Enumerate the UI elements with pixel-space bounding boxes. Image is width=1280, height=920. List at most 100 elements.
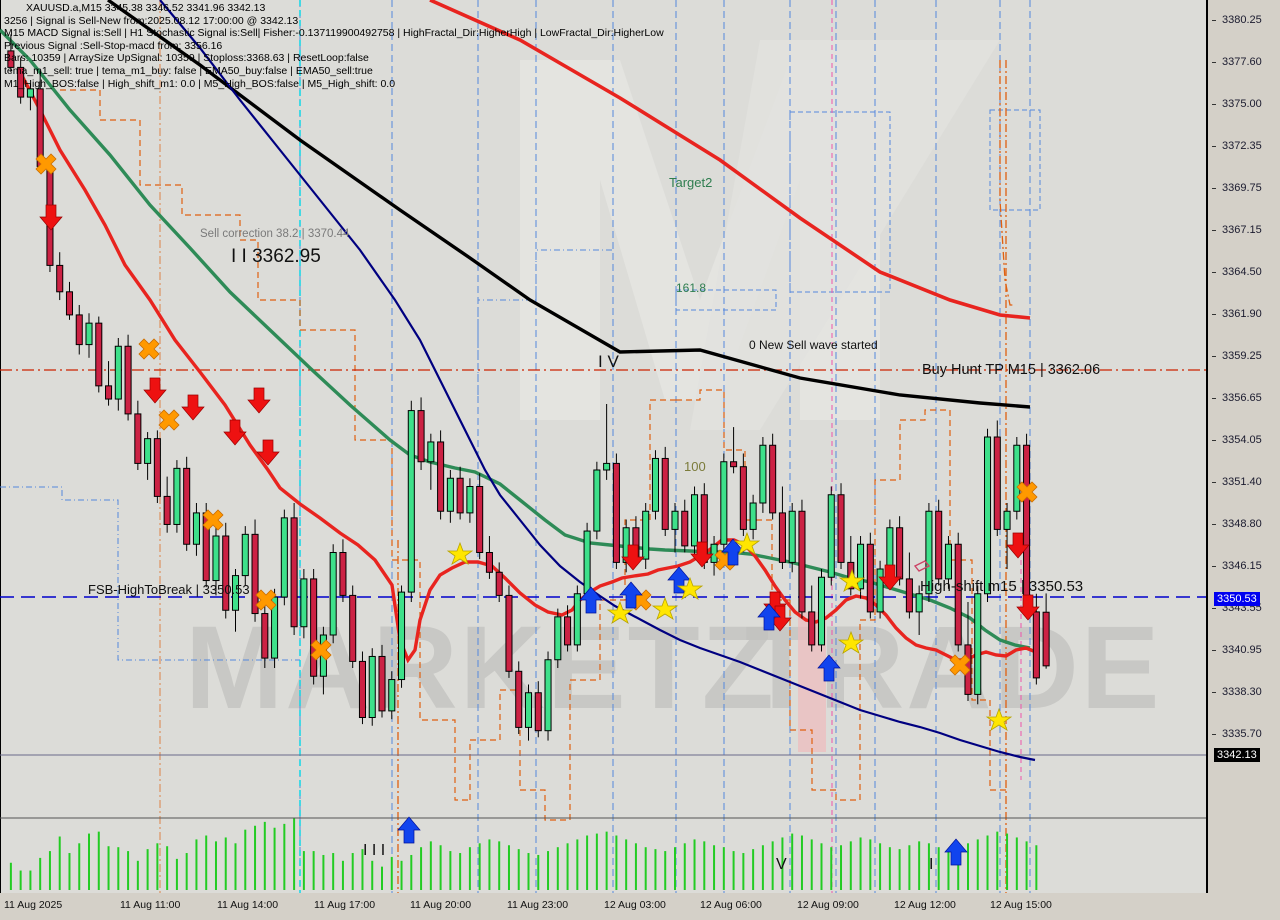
- star-icon: [733, 531, 761, 555]
- time-axis[interactable]: 11 Aug 2025 11 Aug 11:00 11 Aug 14:00 11 Au…: [0, 893, 1280, 920]
- candlestick: [993, 420, 1001, 536]
- arrow-up-icon-group: [397, 538, 968, 866]
- candlestick: [944, 536, 952, 589]
- candlestick: [271, 588, 279, 668]
- candlestick: [329, 544, 337, 644]
- header-line-4: Bars: 10359 | ArraySize UpSignal: 10359 …: [4, 52, 369, 65]
- time-label: 11 Aug 17:00: [314, 899, 376, 911]
- candlestick: [144, 432, 152, 480]
- new-sell-wave-label: 0 New Sell wave started: [749, 338, 878, 352]
- arrow-up-icon: [944, 838, 968, 866]
- arrow-down-icon: [39, 204, 63, 231]
- candlestick: [114, 338, 122, 411]
- header-line-0: XAUUSD.a,M15 3345.38 3346.52 3341.96 334…: [26, 2, 266, 14]
- trend-line-black: [107, 0, 1031, 409]
- candlestick: [788, 503, 796, 573]
- star-icon: [651, 596, 679, 620]
- candlestick: [612, 453, 620, 569]
- candlestick: [280, 509, 288, 606]
- candlestick: [651, 450, 659, 520]
- buy-hunt-tp-label: Buy Hunt TP M15 | 3362.06: [922, 362, 1101, 378]
- candlestick: [476, 473, 484, 560]
- candlestick: [739, 453, 747, 536]
- candlestick: [808, 585, 816, 652]
- price-tick: [1212, 734, 1216, 735]
- candlestick: [1003, 503, 1011, 569]
- candlestick: [691, 486, 699, 556]
- candlestick: [17, 57, 25, 104]
- candlestick: [935, 499, 943, 586]
- ma-blue: [159, 0, 1036, 762]
- arrow-down-icon: [690, 541, 714, 568]
- candlestick: [446, 470, 454, 523]
- star-icon-group: [446, 531, 1013, 731]
- cross-icon: [158, 409, 180, 431]
- time-label: 12 Aug 12:00: [894, 899, 956, 911]
- candlestick: [407, 400, 415, 602]
- time-label: 12 Aug 06:00: [700, 899, 762, 911]
- price-levels-layer: [0, 369, 1206, 819]
- candlestick: [866, 532, 874, 619]
- price-label: 3346.15: [1222, 560, 1262, 572]
- header-line-6: M1_High_BOS:false | High_shift_m1: 0.0 |…: [4, 77, 396, 90]
- price-label: 3351.40: [1222, 476, 1262, 488]
- candlestick: [671, 503, 679, 553]
- price-axis[interactable]: 3380.25 3377.60 3375.00 3372.35 3369.75 3367.…: [1208, 0, 1280, 893]
- candlestick: [358, 651, 366, 725]
- cross-icon: [35, 153, 57, 175]
- fib-100-label: 100: [684, 459, 706, 474]
- candlestick: [105, 361, 113, 406]
- arrow-up-icon: [579, 586, 603, 614]
- candlestick: [749, 494, 757, 540]
- last-price-label: 3342.13: [1214, 748, 1260, 762]
- arrow-up-icon: [397, 816, 421, 844]
- wave-v-label: V: [776, 856, 787, 873]
- candlestick: [681, 499, 689, 553]
- candlestick: [642, 503, 650, 569]
- arrow-down-icon: [621, 544, 645, 571]
- price-label: 3356.65: [1222, 392, 1262, 404]
- candlestick: [134, 400, 142, 470]
- plot-left-border: [0, 0, 1, 893]
- price-label: 3348.80: [1222, 518, 1262, 530]
- time-label: 11 Aug 14:00: [217, 899, 279, 911]
- candlestick: [495, 562, 503, 602]
- price-label: 3380.25: [1222, 14, 1262, 26]
- candlestick: [593, 461, 601, 540]
- price-tick: [1212, 566, 1216, 567]
- candlestick: [26, 83, 34, 111]
- candlestick: [778, 486, 786, 569]
- header-line-5: tema_m1_sell: true | tema_m1_buy: false …: [4, 64, 373, 77]
- price-label: 3338.30: [1222, 686, 1262, 698]
- header-line-1: 3256 | Signal is Sell-New from:2025.08.1…: [4, 14, 299, 27]
- candlestick: [573, 585, 581, 652]
- pointer-icon: [913, 560, 931, 572]
- fractal-band-layer: [60, 0, 1015, 893]
- candlestick: [378, 644, 386, 718]
- price-tick: [1212, 524, 1216, 525]
- fib-1618-label: 161.8: [676, 281, 707, 295]
- fsb-hightobreak-label: FSB-HighToBreak | 3350.53: [88, 582, 250, 597]
- chart-header-info: XAUUSD.a,M15 3345.38 3346.52 3341.96 334…: [4, 2, 664, 90]
- candlestick: [192, 503, 200, 556]
- price-label: 3369.75: [1222, 182, 1262, 194]
- time-label: 11 Aug 23:00: [507, 899, 569, 911]
- candlestick: [456, 466, 464, 520]
- time-label: 11 Aug 11:00: [120, 899, 181, 911]
- price-tick: [1212, 482, 1216, 483]
- candlestick: [222, 522, 230, 619]
- price-tick: [1212, 608, 1216, 609]
- candlestick: [769, 433, 777, 520]
- price-tick: [1212, 398, 1216, 399]
- zone-step-left: [0, 486, 300, 661]
- candlestick: [368, 648, 376, 726]
- candlestick: [759, 437, 767, 513]
- candlestick: [65, 281, 74, 320]
- arrow-down-icon: [878, 564, 902, 591]
- candlestick: [163, 476, 171, 533]
- star-icon: [837, 630, 865, 654]
- chart-plot-area[interactable]: MARKETZ TRADE: [0, 0, 1206, 893]
- star-icon: [838, 568, 866, 592]
- candlestick: [954, 532, 962, 652]
- candlestick: [534, 681, 542, 738]
